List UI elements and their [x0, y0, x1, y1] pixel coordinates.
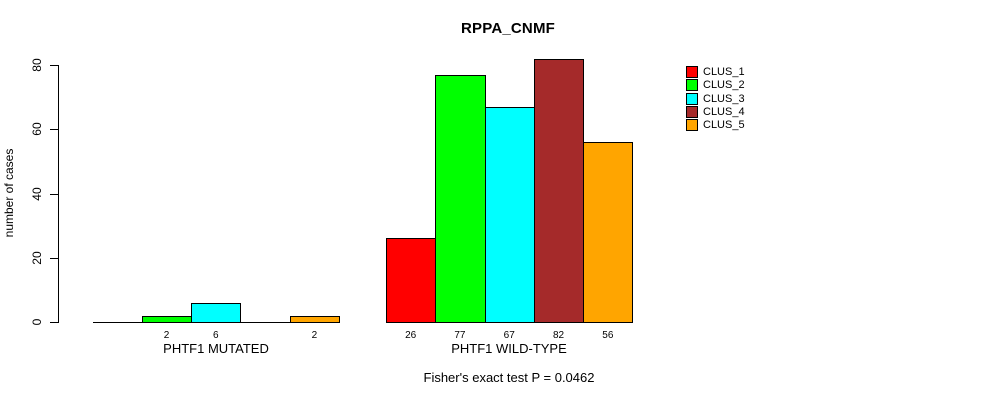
- legend-label: CLUS_1: [703, 66, 745, 78]
- bar-value-label: 82: [552, 330, 565, 341]
- bar-CLUS_2-wildtype: [435, 74, 486, 323]
- y-tick: [50, 322, 58, 323]
- bar-value-label: 77: [454, 330, 466, 341]
- bar-value-label: 67: [503, 330, 515, 341]
- legend-label: CLUS_4: [703, 105, 745, 118]
- bar-value-label: 56: [602, 330, 614, 341]
- legend-swatch-CLUS_4: [686, 105, 698, 118]
- legend-item: CLUS_3: [686, 92, 745, 105]
- y-tick: [50, 193, 58, 195]
- legend-item: CLUS_4: [686, 105, 745, 118]
- bar-value-label: 2: [311, 330, 318, 341]
- bar-value-label: 6: [213, 330, 219, 341]
- bar-CLUS_4-wildtype: [533, 58, 585, 323]
- y-tick-label: 40: [30, 186, 44, 201]
- legend-item: CLUS_5: [686, 119, 745, 132]
- bar-CLUS_5-wildtype: [583, 142, 634, 323]
- legend: CLUS_1 CLUS_2 CLUS_3 CLUS_4 CLUS_5: [686, 66, 806, 146]
- y-tick: [50, 129, 58, 131]
- x-category-label-wildtype: PHTF1 WILD-TYPE: [451, 341, 567, 356]
- legend-swatch-CLUS_1: [686, 66, 698, 78]
- legend-swatch-CLUS_3: [686, 92, 698, 105]
- legend-item: CLUS_1: [686, 66, 745, 78]
- y-tick-label: 20: [30, 251, 44, 265]
- bar-CLUS_3-wildtype: [484, 106, 535, 323]
- y-tick-label: 80: [30, 58, 44, 72]
- y-tick: [50, 257, 58, 259]
- legend-label: CLUS_3: [703, 92, 745, 105]
- legend-swatch-CLUS_5: [686, 119, 698, 132]
- bar-CLUS_5-mutated: [289, 315, 341, 323]
- bar-value-label: 26: [405, 330, 417, 341]
- legend-swatch-CLUS_2: [686, 79, 698, 92]
- chart-title: RPPA_CNMF: [460, 20, 556, 37]
- bar-CLUS_3-mutated: [191, 302, 242, 323]
- bar-value-label: 2: [163, 330, 170, 341]
- bar-CLUS_2-mutated: [141, 315, 193, 323]
- fisher-test-caption: Fisher's exact test P = 0.0462: [423, 370, 595, 385]
- y-axis-line: [58, 65, 59, 323]
- legend-label: CLUS_2: [703, 79, 745, 92]
- bar-CLUS_1-wildtype: [386, 238, 437, 323]
- legend-item: CLUS_2: [686, 79, 745, 92]
- legend-label: CLUS_5: [703, 119, 745, 132]
- y-tick: [50, 65, 58, 66]
- y-tick-label: 0: [30, 318, 44, 326]
- x-category-label-mutated: PHTF1 MUTATED: [163, 341, 269, 356]
- y-tick-label: 60: [30, 122, 44, 136]
